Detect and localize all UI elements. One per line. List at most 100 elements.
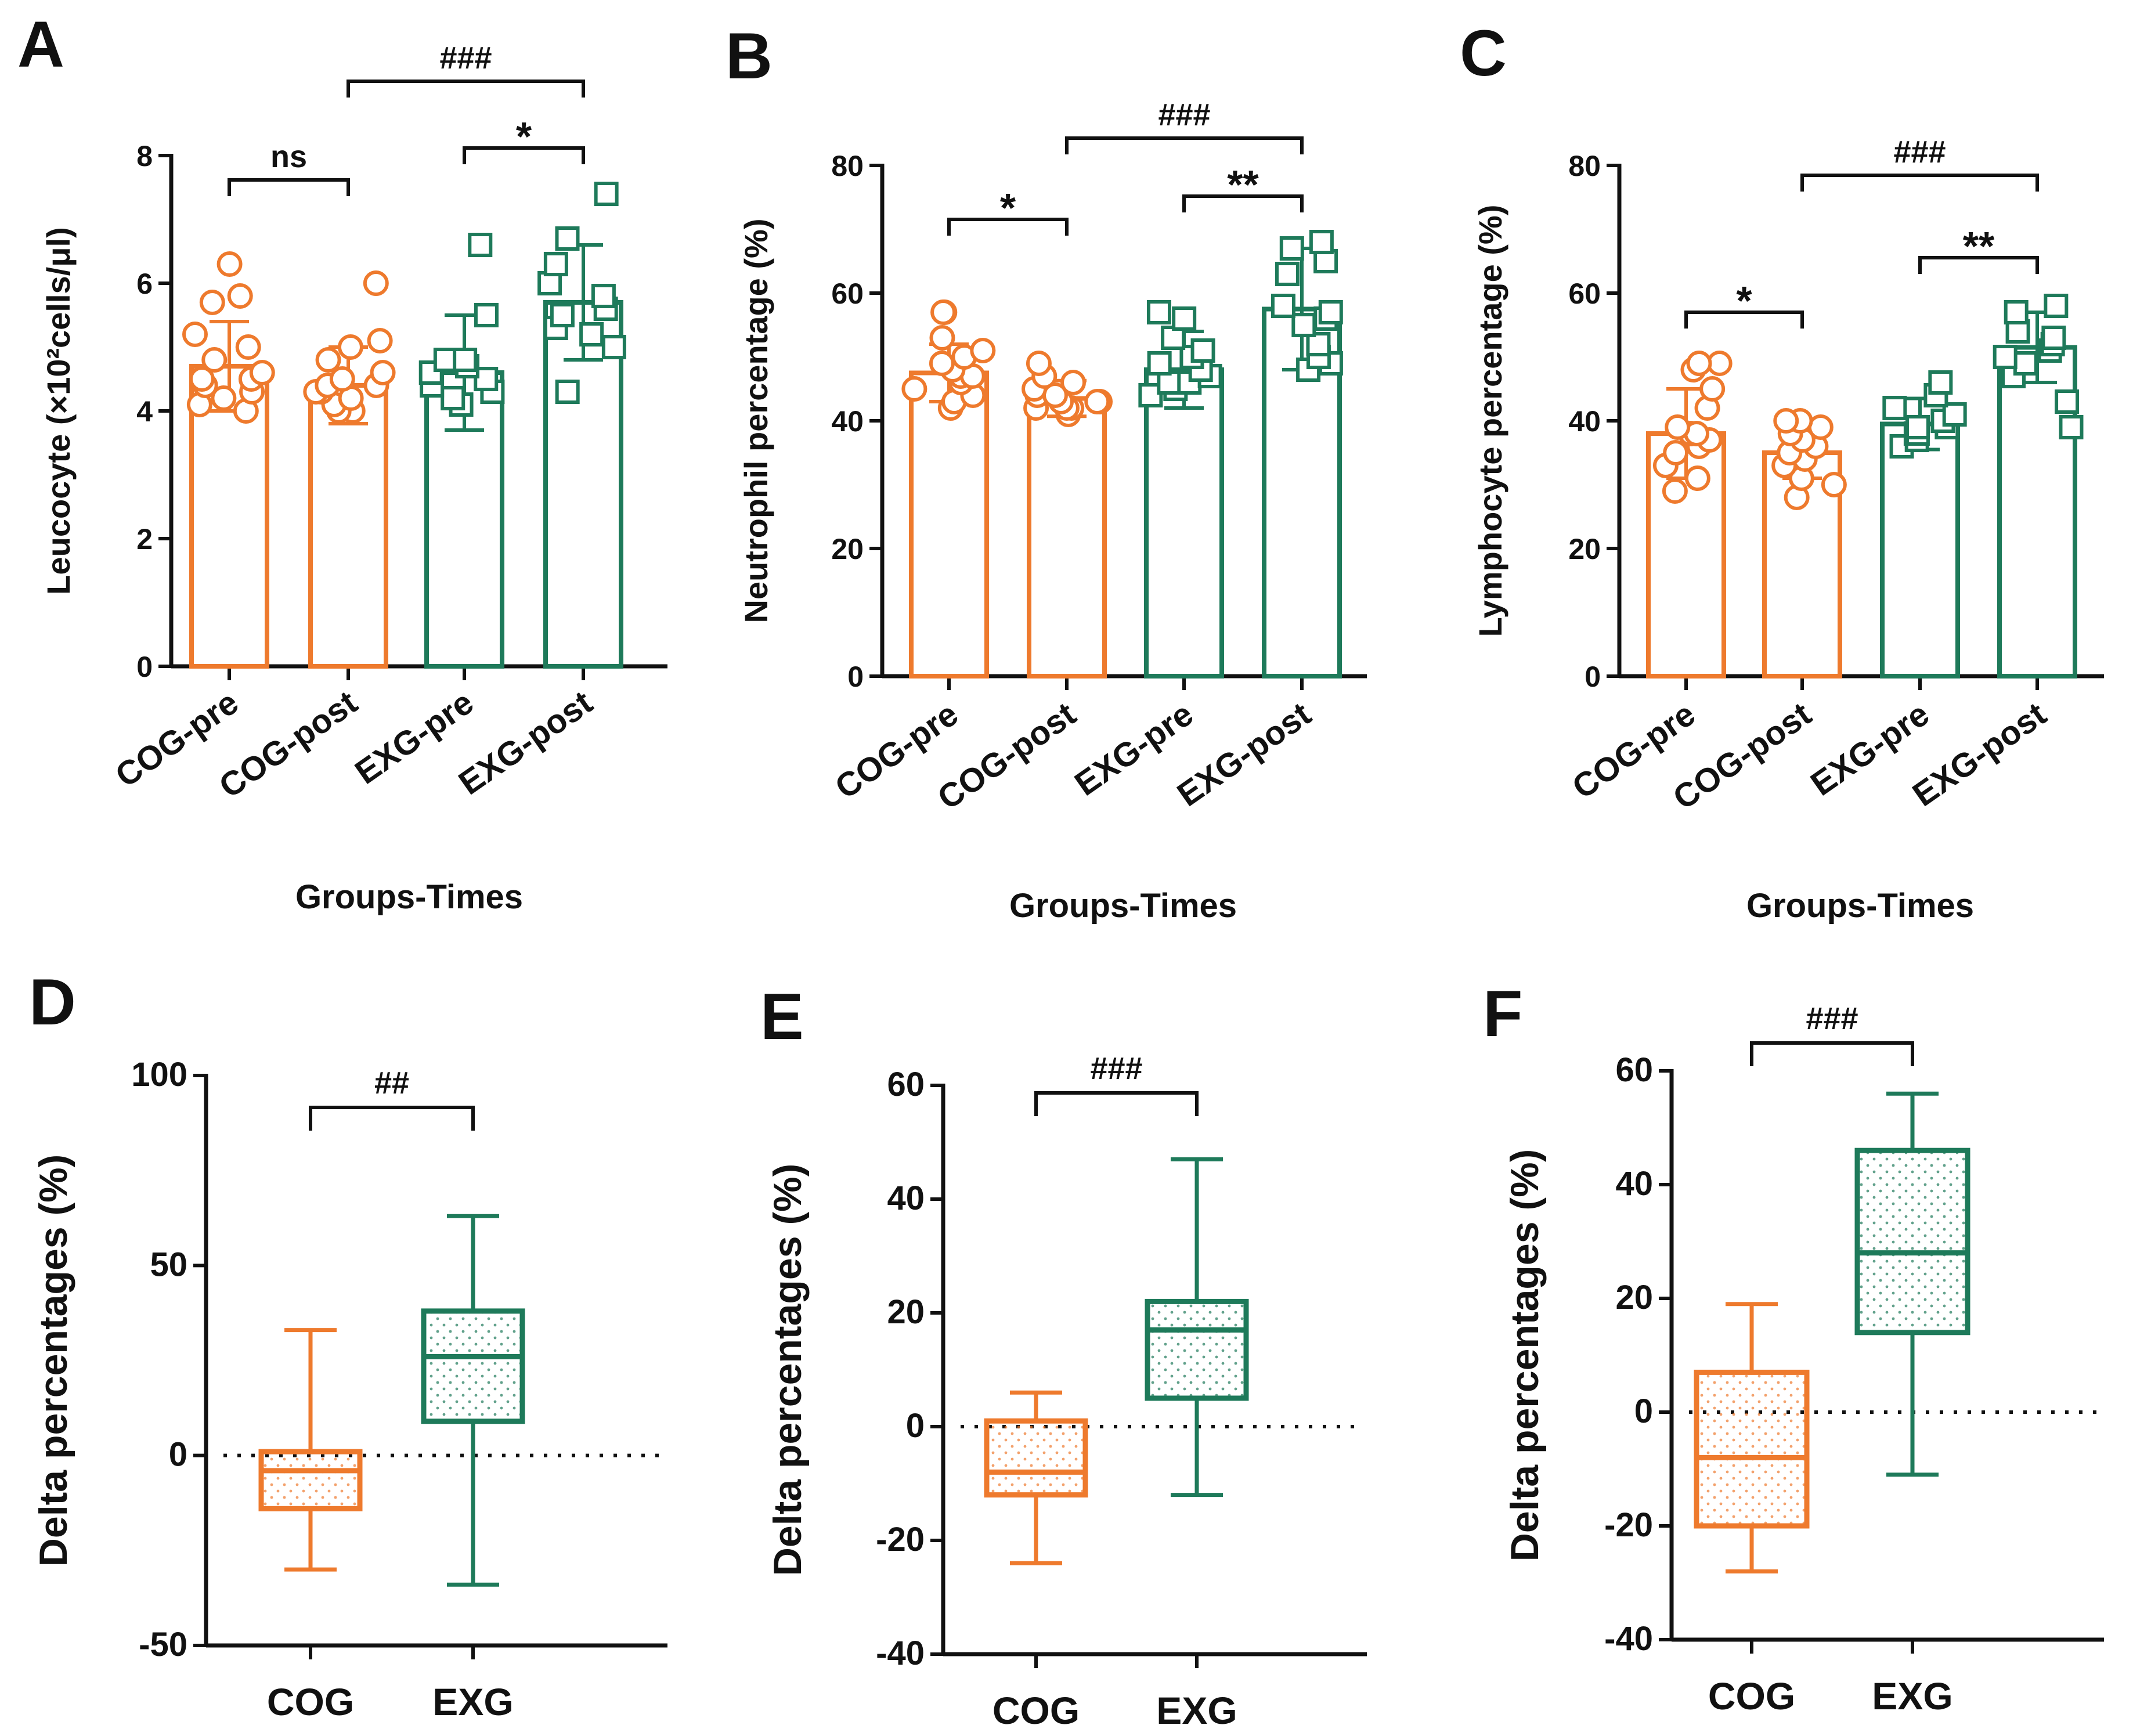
data-point [591, 284, 616, 308]
data-point [1882, 396, 1907, 420]
data-point [453, 348, 478, 372]
data-point [555, 380, 580, 404]
significance-label: ### [1158, 98, 1210, 132]
significance-label: ### [1893, 135, 1946, 169]
y-tick-label: -40 [1604, 1620, 1653, 1658]
y-tick-label: 60 [1615, 1051, 1653, 1089]
data-point [337, 334, 363, 360]
y-tick-label: 100 [131, 1056, 187, 1093]
y-tick-label: -20 [876, 1521, 925, 1558]
y-axis-label: Lymphocyte percentage (%) [1472, 205, 1508, 637]
data-point [1190, 338, 1215, 363]
y-axis-label: Leucocyte (×10²cells/μl) [40, 227, 77, 594]
data-point [550, 303, 575, 327]
y-tick-label: 6 [136, 268, 153, 300]
y-tick-label: 8 [136, 140, 153, 172]
panel-letter: F [1483, 977, 1522, 1050]
data-point [2055, 389, 2080, 414]
y-tick-label: -50 [139, 1626, 187, 1663]
data-point [1146, 300, 1171, 324]
y-tick-label: -40 [876, 1634, 925, 1672]
y-tick-label: 4 [136, 395, 153, 428]
data-point [1665, 414, 1691, 440]
y-tick-label: 60 [887, 1066, 925, 1103]
data-point [970, 338, 996, 363]
data-point [468, 233, 493, 257]
data-point [315, 347, 341, 373]
data-point [1807, 414, 1834, 440]
data-point [1172, 306, 1197, 331]
data-point [367, 328, 393, 353]
box [1854, 1147, 1970, 1336]
y-tick-label: 60 [1568, 277, 1601, 310]
y-axis-label: Delta percentages (%) [31, 1154, 75, 1567]
significance-label: ** [1963, 223, 1995, 269]
data-point [2044, 294, 2069, 318]
y-tick-label: 50 [150, 1246, 187, 1283]
y-tick-label: 0 [136, 651, 153, 683]
y-tick-label: 20 [887, 1293, 925, 1331]
bar [1880, 421, 1960, 678]
panel-e: E -40 -20 0 20 40 60 Delta percentages (%) COG EX… [760, 980, 1367, 1732]
significance-bracket [1684, 311, 1804, 329]
significance-bracket [463, 146, 585, 164]
y-tick-label: 0 [169, 1436, 187, 1474]
significance-label: * [1736, 278, 1752, 323]
data-point [901, 376, 927, 402]
x-tick-label: EXG-post [1906, 695, 2053, 814]
data-point [249, 360, 275, 385]
y-tick-label: 40 [1615, 1165, 1653, 1203]
x-tick-label: EXG-post [452, 683, 600, 802]
bar [1027, 396, 1107, 678]
y-tick-label: 2 [136, 523, 153, 555]
box [1694, 1369, 1810, 1529]
y-axis-label: Delta percentages (%) [766, 1164, 810, 1576]
box [421, 1308, 525, 1424]
data-point [1026, 351, 1052, 376]
significance-label: ## [374, 1066, 409, 1100]
significance-bracket [309, 1106, 475, 1131]
panel-f: F -40 -20 0 20 40 60 Delta percentages (%) COG EX… [1483, 977, 2104, 1717]
y-tick-label: 80 [1568, 150, 1601, 182]
x-axis-label: Groups-Times [1746, 887, 1974, 925]
panel-letter: A [17, 8, 64, 81]
data-point [1663, 440, 1689, 465]
data-point [929, 325, 955, 351]
data-point [1147, 351, 1172, 376]
data-point [211, 385, 237, 411]
y-tick-label: 20 [1615, 1279, 1653, 1316]
y-tick-label: 0 [906, 1407, 925, 1445]
data-point [930, 299, 957, 325]
y-tick-label: 0 [1585, 661, 1601, 693]
significance-bracket [1065, 136, 1304, 154]
significance-label: * [516, 114, 532, 159]
data-point [2059, 415, 2084, 439]
significance-bracket [228, 178, 350, 196]
significance-label: ### [1090, 1051, 1142, 1086]
data-point [543, 252, 568, 276]
y-tick-label: 20 [831, 533, 864, 565]
significance-bracket [1918, 256, 2039, 274]
data-point [199, 290, 225, 315]
data-point [1275, 262, 1300, 286]
y-tick-label: 0 [847, 661, 864, 693]
x-tick-label: COG [1708, 1674, 1795, 1717]
significance-bracket [1182, 194, 1304, 212]
data-point [189, 366, 215, 392]
box [984, 1418, 1088, 1498]
data-point [1773, 408, 1799, 434]
y-tick-label: 60 [831, 277, 864, 310]
x-tick-label: EXG-post [1171, 695, 1318, 814]
box [1145, 1298, 1249, 1401]
data-point [370, 360, 396, 385]
data-point [201, 347, 228, 373]
y-axis-label: Delta percentages (%) [1503, 1149, 1547, 1561]
data-point [601, 335, 626, 359]
y-tick-label: 80 [831, 150, 864, 182]
data-point [1686, 351, 1712, 376]
data-point [2041, 326, 2066, 350]
data-point [1905, 415, 1930, 439]
x-tick-label: EXG [1872, 1674, 1952, 1717]
